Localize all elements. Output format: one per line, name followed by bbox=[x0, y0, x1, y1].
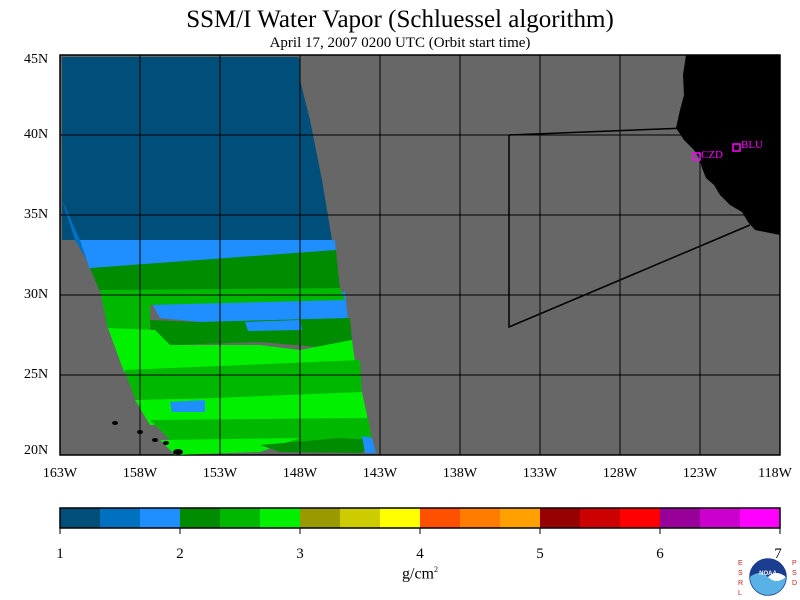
colorbar-swatch bbox=[700, 508, 740, 528]
colorbar-tick: 5 bbox=[536, 546, 544, 562]
colorbar-units: g/cm2 bbox=[402, 565, 438, 583]
lon-label: 148W bbox=[282, 466, 318, 481]
svg-text:D: D bbox=[792, 580, 797, 587]
colorbar-tick: 7 bbox=[774, 546, 782, 562]
svg-text:S: S bbox=[792, 570, 797, 577]
colorbar-tick: 1 bbox=[56, 546, 64, 562]
colorbar-swatch bbox=[420, 508, 460, 528]
svg-text:S: S bbox=[738, 570, 743, 577]
svg-text:P: P bbox=[792, 560, 797, 567]
colorbar-swatch bbox=[500, 508, 540, 528]
colorbar-swatch bbox=[540, 508, 580, 528]
lat-label: 30N bbox=[24, 287, 49, 302]
lon-label: 163W bbox=[42, 466, 78, 481]
colorbar-tick: 3 bbox=[296, 546, 304, 562]
north-america-coast bbox=[676, 55, 780, 235]
station-label-blu: BLU bbox=[741, 139, 763, 151]
station-marker-czd bbox=[692, 152, 701, 161]
colorbar-swatch bbox=[580, 508, 620, 528]
lat-lon-grid bbox=[60, 55, 780, 455]
lat-label: 20N bbox=[24, 443, 49, 458]
map-subtitle: April 17, 2007 0200 UTC (Orbit start tim… bbox=[269, 35, 531, 51]
colorbar-swatch bbox=[380, 508, 420, 528]
colorbar-swatch bbox=[60, 508, 100, 528]
svg-text:R: R bbox=[738, 580, 743, 587]
station-label-czd: CZD bbox=[701, 149, 723, 161]
colorbar-tick: 6 bbox=[656, 546, 664, 562]
colorbar-swatch bbox=[620, 508, 660, 528]
orbit-outline bbox=[508, 127, 751, 329]
station-markers bbox=[692, 143, 741, 161]
svg-text:E: E bbox=[738, 560, 743, 567]
lon-label: 143W bbox=[362, 466, 398, 481]
colorbar-swatch bbox=[220, 508, 260, 528]
lat-label: 45N bbox=[24, 52, 49, 67]
lon-label: 133W bbox=[522, 466, 558, 481]
colorbar-tick: 4 bbox=[416, 546, 424, 562]
colorbar-swatch bbox=[340, 508, 380, 528]
svg-text:NOAA: NOAA bbox=[759, 571, 777, 577]
lon-label: 118W bbox=[758, 466, 792, 481]
lat-label: 35N bbox=[24, 207, 49, 222]
lon-label: 138W bbox=[442, 466, 478, 481]
colorbar bbox=[59, 507, 781, 534]
data-swath bbox=[62, 57, 376, 455]
lon-label: 128W bbox=[602, 466, 638, 481]
colorbar-swatch bbox=[740, 508, 780, 528]
lat-label: 25N bbox=[24, 367, 49, 382]
colorbar-swatch bbox=[300, 508, 340, 528]
map-title: SSM/I Water Vapor (Schluessel algorithm) bbox=[186, 6, 614, 33]
colorbar-swatch bbox=[140, 508, 180, 528]
lon-label: 153W bbox=[202, 466, 238, 481]
colorbar-swatch bbox=[100, 508, 140, 528]
colorbar-swatch bbox=[260, 508, 300, 528]
lon-label: 158W bbox=[122, 466, 158, 481]
colorbar-swatch bbox=[460, 508, 500, 528]
lon-label: 123W bbox=[682, 466, 718, 481]
colorbar-tick: 2 bbox=[176, 546, 184, 562]
hawaii-islands bbox=[112, 421, 183, 455]
station-marker-blu bbox=[732, 143, 741, 152]
svg-text:L: L bbox=[738, 590, 742, 597]
colorbar-swatch bbox=[660, 508, 700, 528]
colorbar-swatch bbox=[180, 508, 220, 528]
lat-label: 40N bbox=[24, 127, 49, 142]
